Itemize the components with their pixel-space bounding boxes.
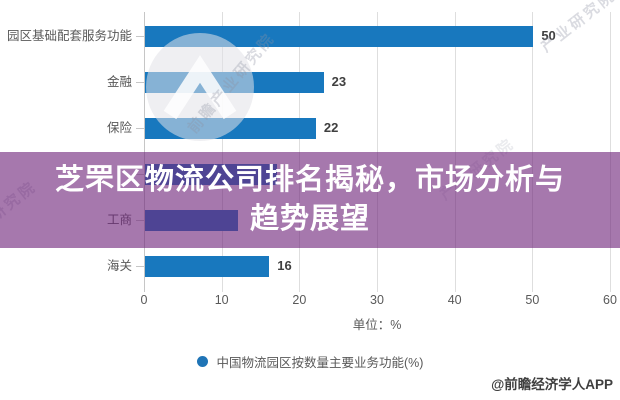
x-tick-label: 10 <box>214 293 229 307</box>
source-credit: @前瞻经济学人APP <box>491 377 613 392</box>
category-label: 园区基础配套服务功能 <box>6 29 132 43</box>
bar-value-label: 50 <box>541 28 556 43</box>
bar-value-label: 23 <box>331 74 347 89</box>
title-banner-overlay: 芝罘区物流公司排名揭秘，市场分析与 趋势展望 <box>0 152 620 248</box>
x-tick-label: 50 <box>525 293 540 307</box>
category-label: 保险 <box>106 121 132 135</box>
category-tick <box>136 82 144 83</box>
x-axis-title: 单位：% <box>352 318 402 332</box>
x-tick-label: 30 <box>370 293 384 307</box>
x-tick-label: 0 <box>140 293 148 307</box>
bar <box>145 118 316 139</box>
bar-value-label: 16 <box>277 258 292 273</box>
banner-title-line2: 趋势展望 <box>249 203 370 235</box>
legend-marker-dot <box>196 356 208 367</box>
bar <box>145 26 534 47</box>
bar <box>145 72 324 93</box>
bar-value-label: 22 <box>323 120 339 135</box>
chart-legend: 中国物流园区按数量主要业务功能(%) <box>0 352 620 371</box>
category-tick <box>136 128 144 129</box>
category-label: 海关 <box>106 259 132 273</box>
category-tick <box>136 36 144 37</box>
x-tick-label: 40 <box>447 293 462 307</box>
x-tick-label: 60 <box>603 293 617 307</box>
bar <box>145 256 270 277</box>
x-tick-label: 20 <box>292 293 307 307</box>
category-label: 金融 <box>106 75 132 89</box>
banner-title-line1: 芝罘区物流公司排名揭秘，市场分析与 <box>54 164 565 196</box>
legend-label: 中国物流园区按数量主要业务功能(%) <box>216 356 424 370</box>
category-tick <box>136 266 144 267</box>
